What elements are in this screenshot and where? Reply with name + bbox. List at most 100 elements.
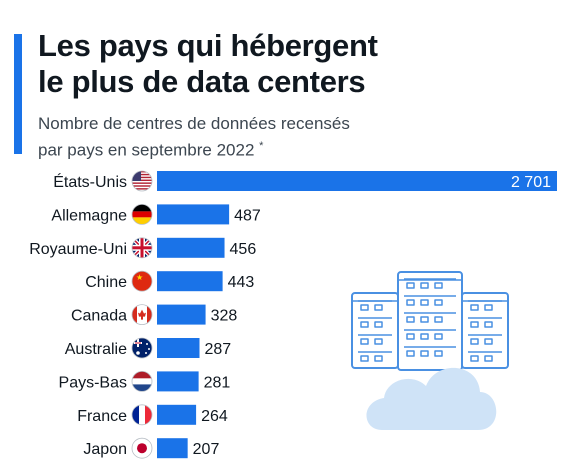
server-light-icon [420,299,429,306]
chart-title-line-1: Les pays qui hébergent [38,28,378,63]
server-light-icon [484,321,493,328]
us-stripe [132,176,152,179]
chart-title-line-2: le plus de data centers [38,64,366,99]
chart-title: Les pays qui hébergent le plus de data c… [38,28,558,100]
value-label: 287 [205,341,232,358]
flag-ring [131,404,153,426]
server-light-icon [406,333,415,340]
server-light-icon [484,304,493,311]
server-cloud-icon [351,271,509,430]
category-label: Canada [71,308,127,325]
au-star [145,352,147,354]
us-canton [132,171,141,181]
server-light-icon [484,338,493,345]
us-stripe [132,179,152,182]
us-stripe [132,173,152,176]
server-light-icon [434,333,443,340]
us-flag-icon [132,171,152,190]
fr-flag-icon [132,404,152,425]
de-band-black [132,204,152,212]
flag-ring [131,237,153,259]
server-light-icon [406,299,415,306]
fr-band-blue [132,404,139,425]
server-light-icon [420,316,429,323]
server-light-icon [374,321,383,328]
server-light-icon [470,355,479,362]
category-label: Australie [65,341,127,358]
server-light-icon [406,316,415,323]
server-rack-right-icon [461,292,509,369]
server-light-icon [470,321,479,328]
de-flag-icon [132,204,152,225]
us-stripe [132,182,152,184]
au-union-red [135,342,141,344]
ca-leaf [138,309,146,320]
value-label: 443 [228,274,255,291]
bar [157,171,557,191]
title-accent-bar [14,34,22,154]
chart-subtitle-line-2: par pays en septembre 2022 [38,140,255,160]
au-flag-icon [132,338,152,358]
cloud-icon [366,367,497,430]
ca-band-right [147,304,152,325]
chart-subtitle-line-2-wrap: par pays en septembre 2022 * [38,135,538,162]
server-light-icon [434,350,443,357]
footnote-mark: * [259,140,264,152]
au-star [136,351,140,355]
category-label: Allemagne [51,207,127,224]
ca-band-left [132,304,137,325]
value-label: 328 [211,308,238,325]
value-label: 207 [193,441,220,458]
bar [157,338,200,358]
server-light-icon [470,304,479,311]
server-light-icon [470,338,479,345]
bar [157,271,223,292]
cn-star: ★ [136,273,143,282]
value-label: 2 701 [511,174,551,191]
flag-ring [131,170,153,192]
flag-ring [131,270,153,292]
cn-field [132,271,152,292]
bar [157,438,188,459]
bar [157,404,197,425]
server-light-icon [360,338,369,345]
value-label: 456 [230,241,257,258]
chart-subtitle: Nombre de centres de données recensés pa… [38,113,538,162]
server-light-icon [434,299,443,306]
category-label: États-Unis [53,172,127,191]
server-light-icon [484,355,493,362]
bar [157,237,225,258]
category-label: Japon [83,441,127,458]
server-light-icon [374,355,383,362]
au-star [146,343,148,345]
flag-ring [131,203,153,225]
server-light-icon [360,355,369,362]
bar [157,304,206,325]
de-band-red [132,211,152,218]
bar [157,371,199,392]
us-stripe [132,185,152,187]
jp-disc [137,443,147,454]
us-stripe [132,188,152,190]
de-band-gold [132,217,152,225]
cn-flag-icon: ★ [132,271,152,292]
server-light-icon [360,304,369,311]
fr-band-red [145,404,152,425]
category-label: Pays-Bas [59,374,127,391]
server-light-icon [420,350,429,357]
value-label: 281 [204,374,231,391]
nl-band-blue [132,384,152,392]
flag-ring [131,337,153,359]
bar [157,204,230,225]
chart-subtitle-line-1: Nombre de centres de données recensés [38,114,350,133]
us-stripe [132,171,152,173]
server-light-icon [406,350,415,357]
fr-band-white [139,404,145,425]
server-light-icon [434,316,443,323]
flag-ring [131,304,153,326]
server-light-icon [360,321,369,328]
server-light-icon [374,338,383,345]
flag-ring [131,370,153,392]
server-light-icon [420,282,429,289]
